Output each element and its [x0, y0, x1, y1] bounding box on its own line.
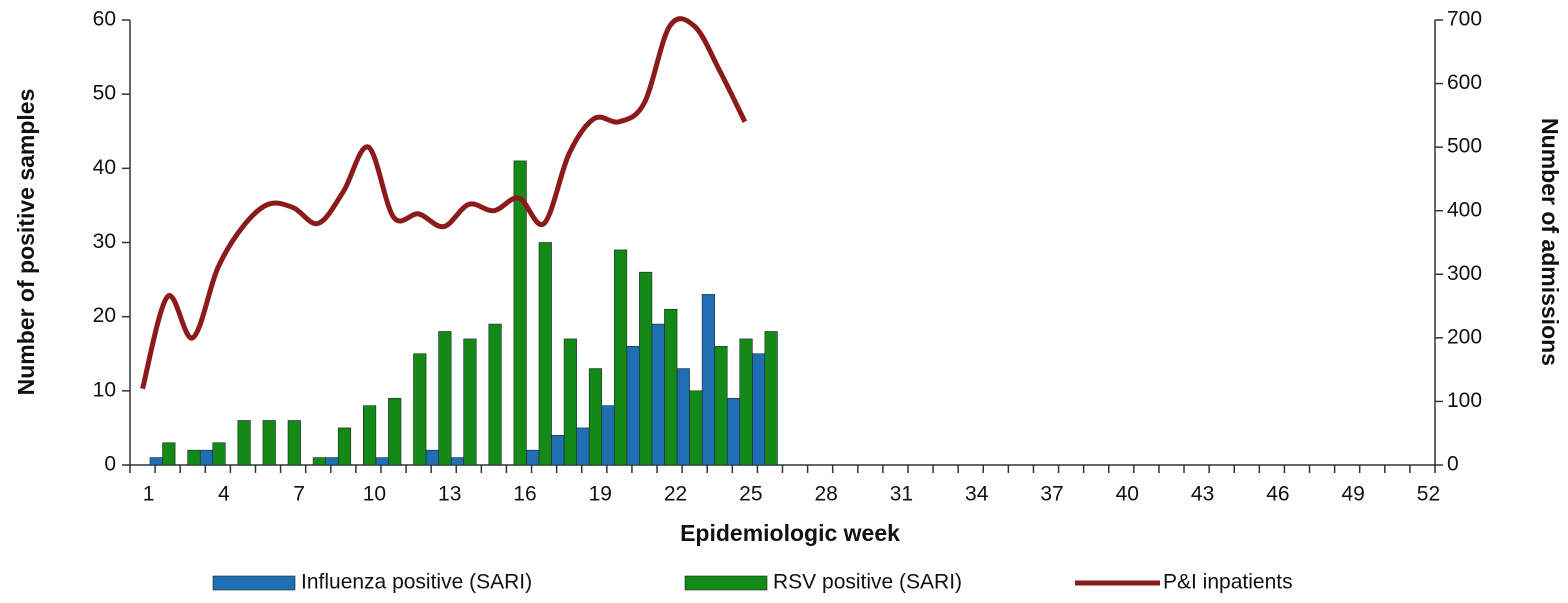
legend-swatch: [212, 575, 296, 591]
y-tick-label: 20: [93, 304, 116, 327]
x-tick-label: 28: [814, 483, 837, 506]
y-tick-label: 50: [93, 82, 116, 105]
x-tick-label: 19: [589, 483, 612, 506]
y2-tick-label: 700: [1447, 8, 1482, 31]
bar: [413, 353, 427, 466]
bar: [262, 420, 276, 466]
x-tick-label: 16: [513, 483, 536, 506]
bar: [701, 294, 715, 466]
y-tick-label: 10: [93, 378, 116, 401]
x-tick-label: 40: [1116, 483, 1139, 506]
bar: [287, 420, 301, 466]
bar: [162, 442, 176, 466]
bar: [212, 442, 226, 466]
bar: [450, 457, 465, 466]
bar: [626, 346, 640, 466]
y-axis-label: Number of positive samples: [13, 89, 39, 396]
y2-tick-label: 400: [1447, 198, 1482, 221]
legend-swatch: [684, 575, 768, 591]
line: [140, 16, 748, 390]
bar: [576, 427, 590, 466]
bar: [538, 242, 552, 466]
y2-tick-label: 0: [1447, 453, 1459, 476]
x-tick-label: 31: [890, 483, 913, 506]
bar: [613, 249, 628, 466]
bar: [689, 390, 703, 466]
x-tick-label: 46: [1266, 483, 1289, 506]
bar: [237, 420, 251, 466]
bar: [651, 323, 665, 466]
bar: [639, 271, 653, 466]
bar: [588, 368, 603, 466]
x-tick-label: 4: [218, 483, 230, 506]
x-tick-label: 43: [1191, 483, 1214, 506]
bar: [739, 338, 753, 466]
bar: [764, 331, 778, 466]
bar: [664, 308, 678, 466]
y2-tick-label: 300: [1447, 262, 1482, 285]
bar: [312, 457, 326, 466]
y2-tick-label: 500: [1447, 135, 1482, 158]
y2-tick-label: 200: [1447, 325, 1482, 348]
bar: [187, 449, 201, 466]
bar: [388, 397, 402, 466]
bar: [488, 323, 502, 466]
bar: [325, 457, 339, 466]
x-tick-label: 10: [363, 483, 386, 506]
bar: [752, 353, 766, 466]
bar: [726, 397, 741, 466]
bar: [463, 338, 477, 466]
bar: [363, 405, 377, 466]
bar: [551, 435, 565, 466]
bar: [714, 346, 728, 466]
x-tick-label: 1: [143, 483, 155, 506]
y-tick-label: 0: [104, 453, 116, 476]
y2-tick-label: 100: [1447, 389, 1482, 412]
legend-label: Influenza positive (SARI): [301, 571, 532, 594]
x-tick-label: 49: [1341, 483, 1364, 506]
y-tick-label: 60: [93, 8, 116, 31]
x-tick-label: 37: [1040, 483, 1063, 506]
x-tick-label: 52: [1417, 483, 1440, 506]
bar: [526, 449, 540, 466]
bar: [375, 457, 389, 466]
bar: [563, 338, 577, 466]
x-axis-label: Epidemiologic week: [680, 520, 900, 546]
bar: [676, 368, 690, 466]
x-tick-label: 34: [965, 483, 989, 506]
bar: [438, 331, 452, 466]
y-tick-label: 40: [93, 156, 116, 179]
bar: [601, 405, 615, 466]
y-tick-label: 30: [93, 230, 116, 253]
bar: [149, 457, 163, 466]
bar: [199, 449, 214, 466]
bar: [513, 160, 527, 466]
y2-axis-label: Number of admissions: [1537, 118, 1563, 366]
bar: [425, 449, 439, 466]
legend-label: P&I inpatients: [1163, 571, 1293, 594]
x-tick-label: 13: [438, 483, 461, 506]
x-tick-label: 25: [739, 483, 762, 506]
y2-tick-label: 600: [1447, 71, 1482, 94]
bar: [337, 427, 352, 466]
x-tick-label: 7: [293, 483, 305, 506]
legend-label: RSV positive (SARI): [773, 571, 962, 594]
x-tick-label: 22: [664, 483, 687, 506]
